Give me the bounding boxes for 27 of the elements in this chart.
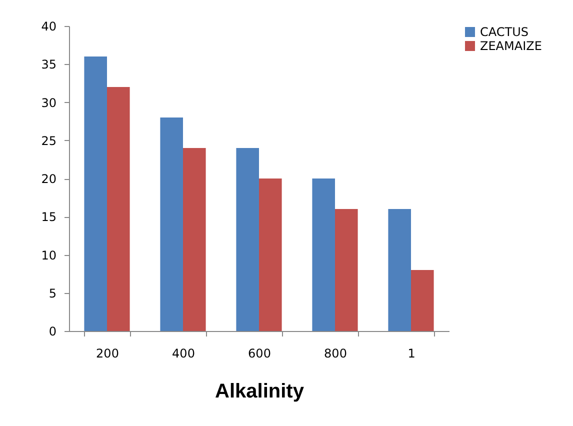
bar bbox=[183, 148, 206, 331]
x-axis-title: Alkalinity bbox=[215, 380, 305, 402]
x-tick-label: 200 bbox=[96, 346, 119, 360]
bar bbox=[259, 178, 282, 331]
bar bbox=[388, 209, 411, 331]
y-tick-label: 20 bbox=[41, 172, 56, 186]
y-tick-label: 5 bbox=[48, 286, 56, 300]
x-tick-label: 1 bbox=[408, 346, 416, 360]
x-tick-label: 400 bbox=[172, 346, 195, 360]
y-tick-label: 15 bbox=[41, 210, 56, 224]
y-tick-label: 40 bbox=[41, 20, 56, 34]
y-tick-label: 10 bbox=[41, 248, 56, 262]
x-tick-label: 600 bbox=[248, 346, 271, 360]
bar bbox=[84, 56, 107, 331]
y-tick-label: 30 bbox=[41, 96, 56, 110]
bar bbox=[312, 178, 335, 331]
legend-label: ZEAMAIZE bbox=[480, 39, 542, 53]
y-tick-label: 35 bbox=[41, 58, 56, 72]
bar bbox=[411, 270, 434, 331]
bar bbox=[107, 87, 130, 331]
bar bbox=[236, 148, 259, 331]
y-tick-label: 0 bbox=[48, 324, 56, 338]
legend-label: CACTUS bbox=[480, 25, 528, 39]
bar bbox=[160, 118, 183, 331]
x-tick-label: 800 bbox=[324, 346, 347, 360]
bar bbox=[335, 209, 358, 331]
y-tick-label: 25 bbox=[41, 134, 56, 148]
